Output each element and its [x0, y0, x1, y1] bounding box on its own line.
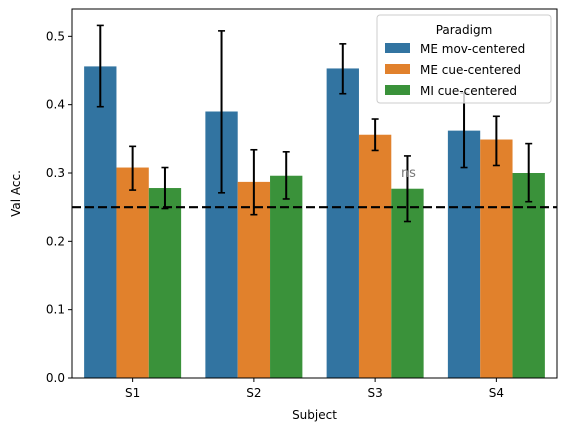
bar-S1-me-cue-centered — [116, 167, 149, 378]
y-tick-label: 0.1 — [46, 303, 65, 317]
error-bar — [403, 155, 411, 223]
error-bar — [250, 148, 258, 216]
error-bar — [161, 166, 169, 210]
y-tick-label: 0.0 — [46, 371, 65, 385]
bar-S1-me-mov-centered — [84, 66, 117, 379]
legend-label: ME mov-centered — [420, 42, 525, 56]
legend-swatch — [385, 64, 410, 74]
error-bar — [96, 24, 104, 108]
plot-frame — [71, 8, 558, 379]
error-bar — [339, 43, 347, 95]
x-tick-label: S4 — [489, 386, 504, 400]
y-axis: 0.0 0.1 0.2 0.3 0.4 0.5 — [46, 29, 72, 385]
legend-box — [376, 14, 552, 104]
bar-S4-mi-cue-centered — [512, 173, 545, 378]
bar-S2-mi-cue-centered — [270, 175, 303, 378]
error-bar — [129, 145, 137, 191]
y-tick-label: 0.4 — [46, 98, 65, 112]
x-axis-label: Subject — [292, 408, 337, 422]
error-bar — [218, 30, 226, 194]
error-bar — [525, 142, 533, 203]
legend-title: Paradigm — [436, 23, 493, 37]
bar-S3-me-mov-centered — [326, 68, 359, 378]
legend-label: MI cue-centered — [420, 84, 517, 98]
bar-S4-me-mov-centered — [447, 130, 481, 378]
y-axis-label: Val Acc. — [9, 170, 23, 217]
x-tick-label: S2 — [246, 386, 261, 400]
error-bars-layer — [96, 24, 533, 223]
annotations-layer: ns — [401, 166, 416, 181]
legend-label: ME cue-centered — [420, 63, 521, 77]
y-tick-label: 0.2 — [46, 234, 65, 248]
legend-swatch — [385, 85, 410, 95]
y-tick-label: 0.3 — [46, 166, 65, 180]
significance-annotation: ns — [401, 166, 416, 181]
legend-items: ME mov-centered ME cue-centered MI cue-cen… — [385, 42, 525, 98]
bar-S4-me-cue-centered — [480, 139, 513, 378]
x-axis: S1 S2 S3 S4 — [125, 378, 504, 400]
bar-S1-mi-cue-centered — [148, 188, 182, 378]
error-bar — [492, 115, 500, 167]
error-bar — [371, 118, 379, 152]
bar-S3-me-cue-centered — [358, 134, 392, 378]
x-tick-label: S3 — [367, 386, 382, 400]
y-tick-label: 0.5 — [46, 29, 65, 43]
x-tick-label: S1 — [125, 386, 140, 400]
legend-swatch — [385, 43, 410, 53]
error-bar — [282, 151, 290, 200]
bars-layer — [84, 66, 545, 379]
